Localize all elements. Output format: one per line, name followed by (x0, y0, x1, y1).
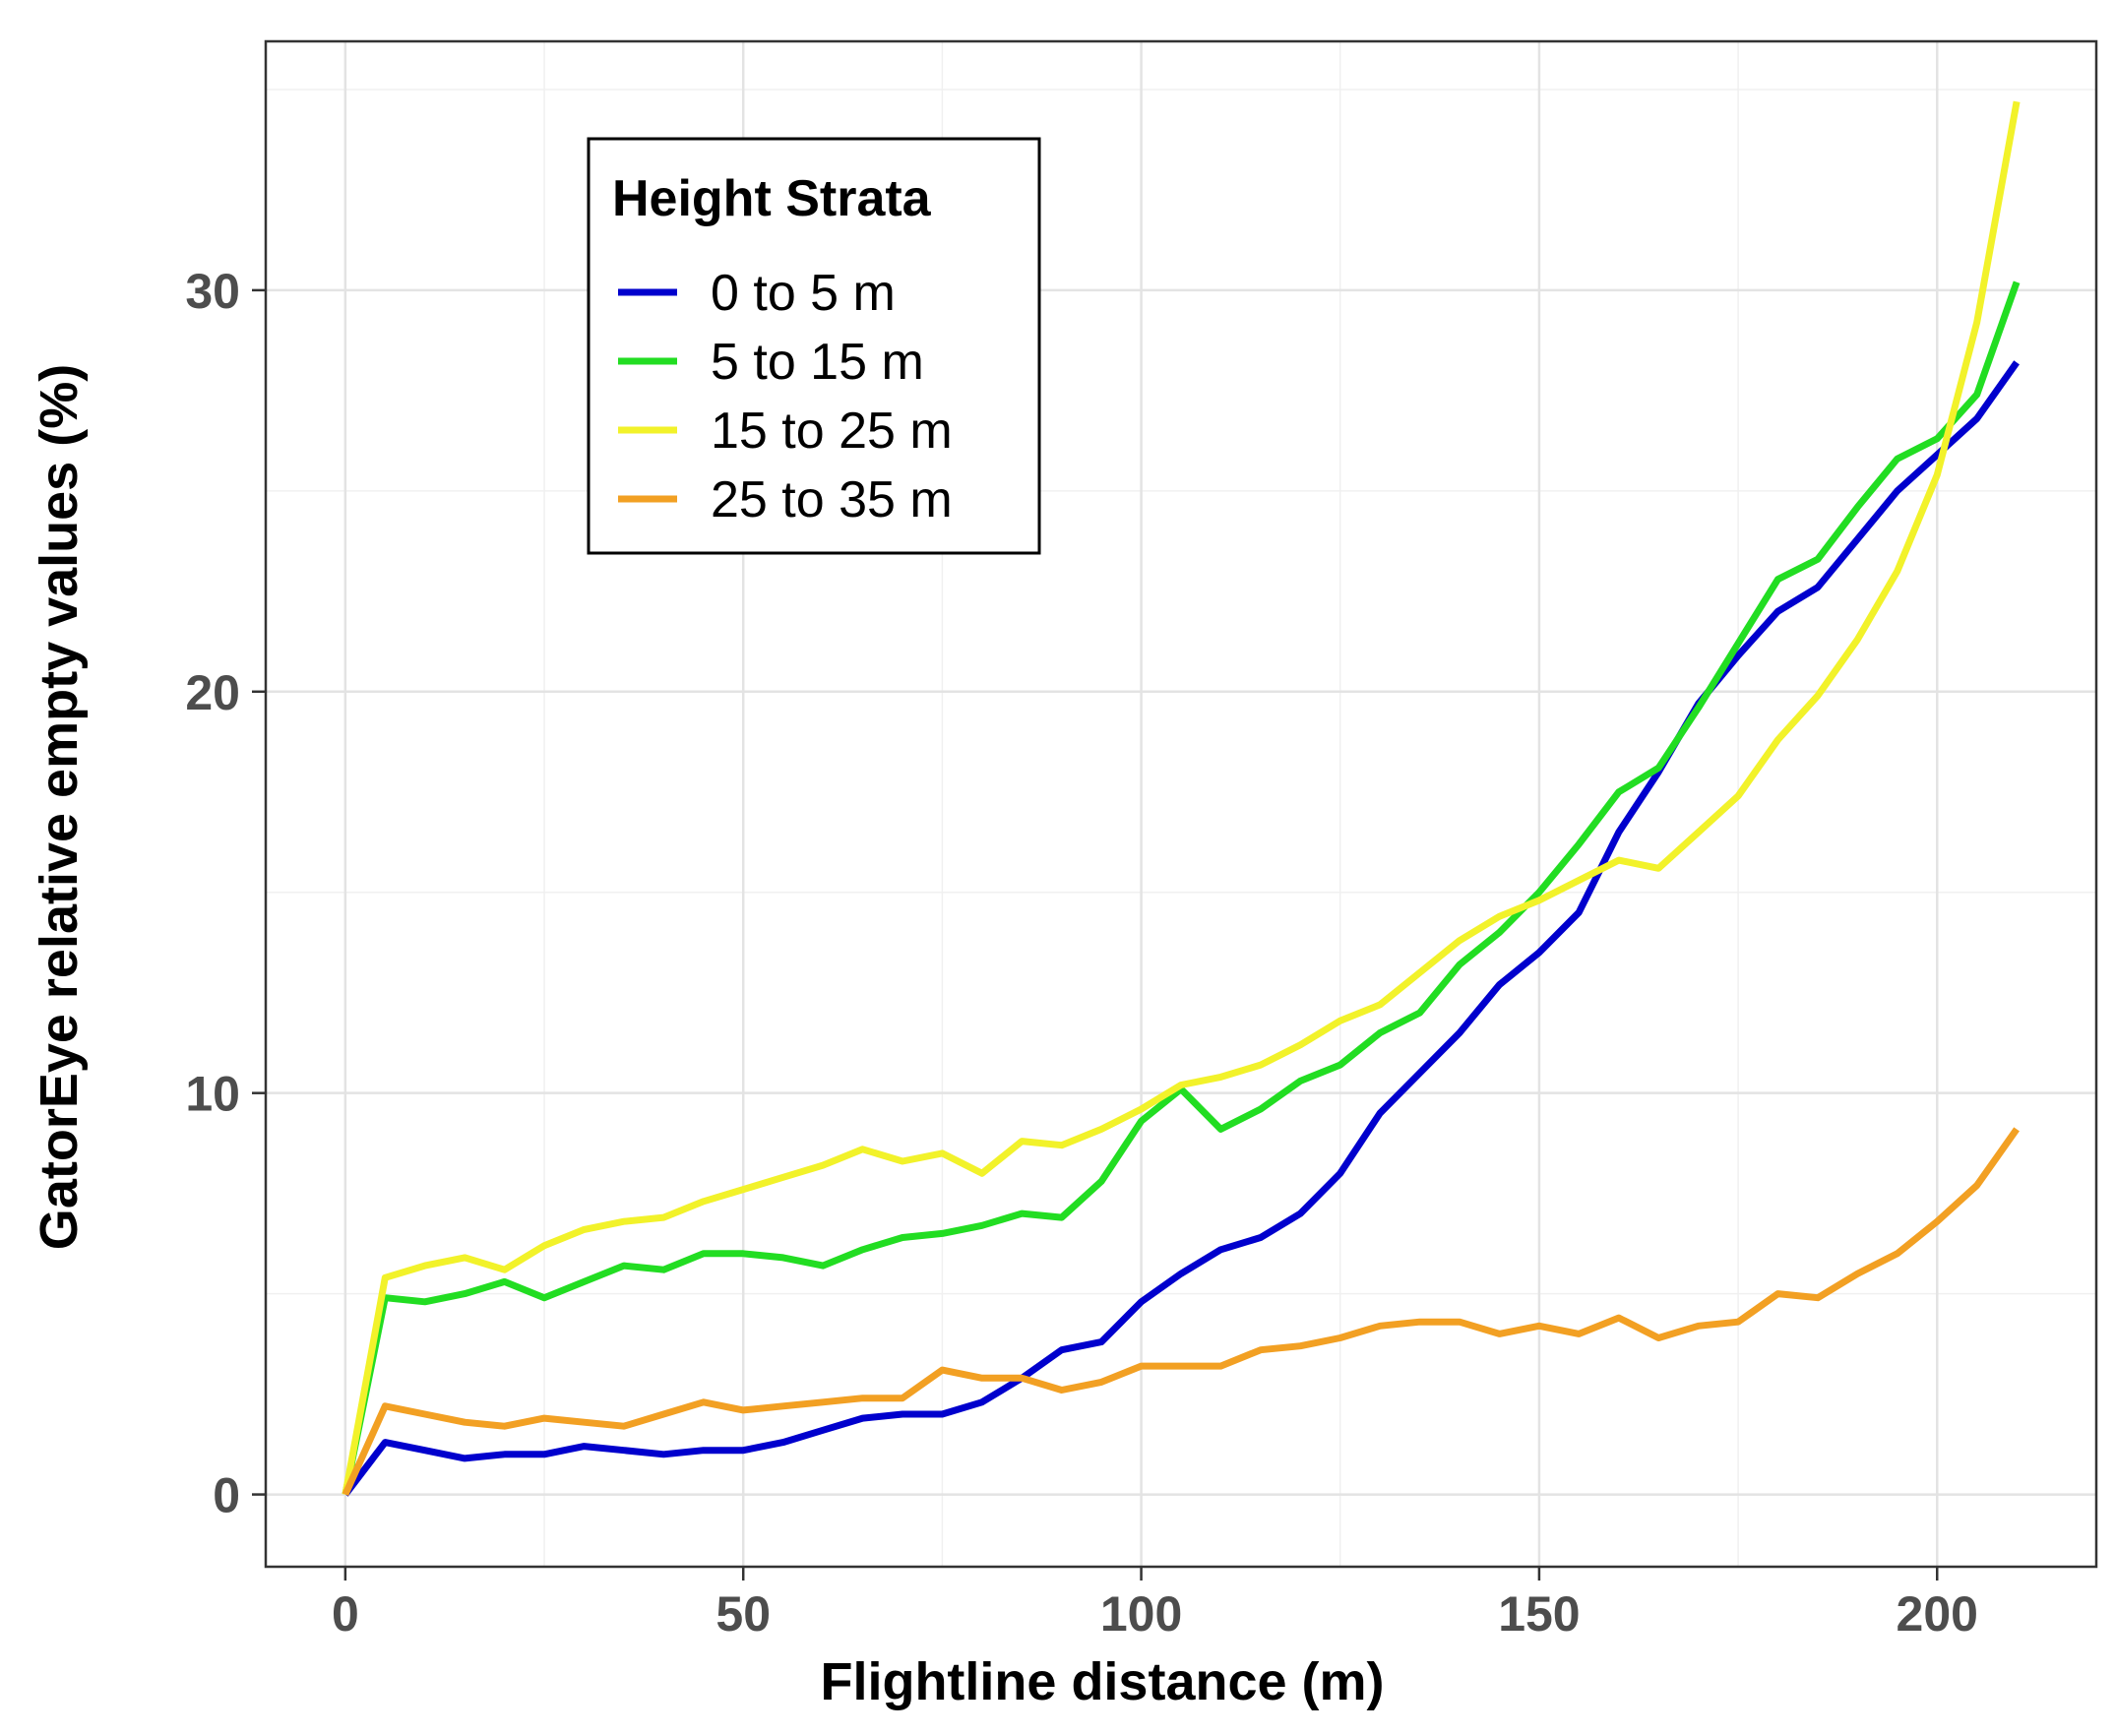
series-line-15-to-25-m (342, 100, 2021, 1496)
legend-items: 0 to 5 m 5 to 15 m 15 to 25 m 25 to 35 m (618, 265, 953, 528)
x-tick-label: 50 (715, 1586, 771, 1642)
y-tick-label: 10 (185, 1067, 240, 1122)
series-line-25-to-35-m (342, 1127, 2020, 1497)
x-tick-label: 150 (1498, 1586, 1580, 1642)
legend-label: 25 to 35 m (711, 471, 953, 528)
x-tick-label: 100 (1100, 1586, 1182, 1642)
x-axis-title: Flightline distance (m) (820, 1652, 1384, 1711)
legend-title: Height Strata (612, 170, 932, 227)
legend-label: 15 to 25 m (711, 403, 953, 460)
minor-gridlines (266, 41, 2096, 1567)
legend-label: 0 to 5 m (711, 265, 896, 322)
legend-label: 5 to 15 m (711, 334, 924, 391)
series-line-0-to-5-m (342, 360, 2020, 1497)
y-tick-label: 30 (185, 264, 240, 319)
major-gridlines (266, 41, 2096, 1567)
y-axis: 0 10 20 30 (185, 264, 266, 1523)
x-tick-label: 0 (332, 1586, 359, 1642)
series-line-5-to-15-m (342, 280, 2021, 1496)
x-tick-label: 200 (1897, 1586, 1978, 1642)
y-axis-title: GatorEye relative empty values (%) (30, 364, 89, 1250)
plot-panel-border (264, 39, 2098, 1569)
legend-box (587, 137, 1041, 555)
y-tick-label: 20 (185, 665, 240, 720)
y-tick-label: 0 (213, 1468, 240, 1523)
legend: Height Strata 0 to 5 m 5 to 15 m 15 to 25 … (587, 137, 1041, 555)
series-layer (342, 100, 2021, 1497)
x-axis: 0 50 100 150 200 (332, 1567, 1978, 1642)
